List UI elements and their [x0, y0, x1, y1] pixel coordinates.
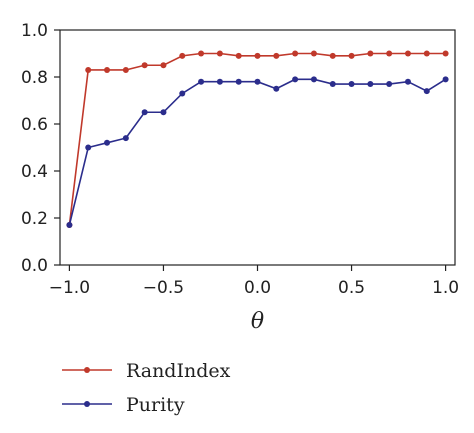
x-tick-label: −0.5 [143, 278, 184, 298]
purity-point [198, 78, 205, 85]
purity-point [235, 78, 242, 85]
series-layer [66, 50, 449, 229]
purity-point [442, 76, 449, 83]
legend-label: RandIndex [126, 360, 231, 382]
purity-point [104, 139, 111, 146]
purity-point [310, 76, 317, 83]
y-tick-label: 1.0 [21, 21, 48, 41]
purity-point [367, 81, 374, 88]
purity-point [179, 90, 186, 97]
randindex-point [404, 50, 411, 57]
x-tick-label: 0.5 [338, 278, 365, 298]
randindex-point [235, 52, 242, 59]
x-tick-label: 0.0 [244, 278, 271, 298]
randindex-point [367, 50, 374, 57]
legend-item: Purity [62, 394, 185, 416]
randindex-point [216, 50, 223, 57]
purity-point [66, 222, 73, 229]
randindex-point [292, 50, 299, 57]
legend-item: RandIndex [62, 360, 231, 382]
randindex-point [85, 66, 92, 73]
y-tick-label: 0.4 [21, 162, 48, 182]
purity-point [386, 81, 393, 88]
legend-swatch-marker [84, 367, 90, 373]
randindex-point [122, 66, 129, 73]
randindex-point [442, 50, 449, 57]
y-tick-label: 0.0 [21, 256, 48, 276]
y-tick-label: 0.6 [21, 115, 48, 135]
randindex-point [254, 52, 261, 59]
purity-point [329, 81, 336, 88]
plot-frame [59, 29, 456, 266]
randindex-point [160, 62, 167, 69]
x-tick-label: 1.0 [432, 278, 459, 298]
purity-point [85, 144, 92, 151]
randindex-point [141, 62, 148, 69]
randindex-point [329, 52, 336, 59]
purity-point [160, 109, 167, 116]
purity-point [292, 76, 299, 83]
purity-line [68, 78, 447, 226]
legend-label: Purity [126, 394, 185, 416]
plot-axes: −1.0 −0.5 0.0 0.5 1.0 0.0 0.2 0.4 0.6 0.8 1.0 [21, 21, 459, 298]
randindex-point [179, 52, 186, 59]
randindex-point [386, 50, 393, 57]
randindex-point [310, 50, 317, 57]
randindex-point [348, 52, 355, 59]
y-tick-label: 0.2 [21, 209, 48, 229]
randindex-point [273, 52, 280, 59]
purity-point [273, 85, 280, 92]
purity-point [216, 78, 223, 85]
purity-point [254, 78, 261, 85]
randindex-point [198, 50, 205, 57]
x-axis-label: θ [251, 309, 264, 334]
purity-point [348, 81, 355, 88]
randindex-point [104, 66, 111, 73]
purity-point [122, 135, 129, 142]
purity-point [423, 88, 430, 95]
x-tick-label: −1.0 [49, 278, 90, 298]
series-purity [66, 76, 449, 229]
legend: RandIndex Purity [62, 360, 231, 416]
purity-point [404, 78, 411, 85]
randindex-point [423, 50, 430, 57]
y-tick-label: 0.8 [21, 68, 48, 88]
purity-point [141, 109, 148, 116]
legend-swatch-marker [84, 401, 90, 407]
